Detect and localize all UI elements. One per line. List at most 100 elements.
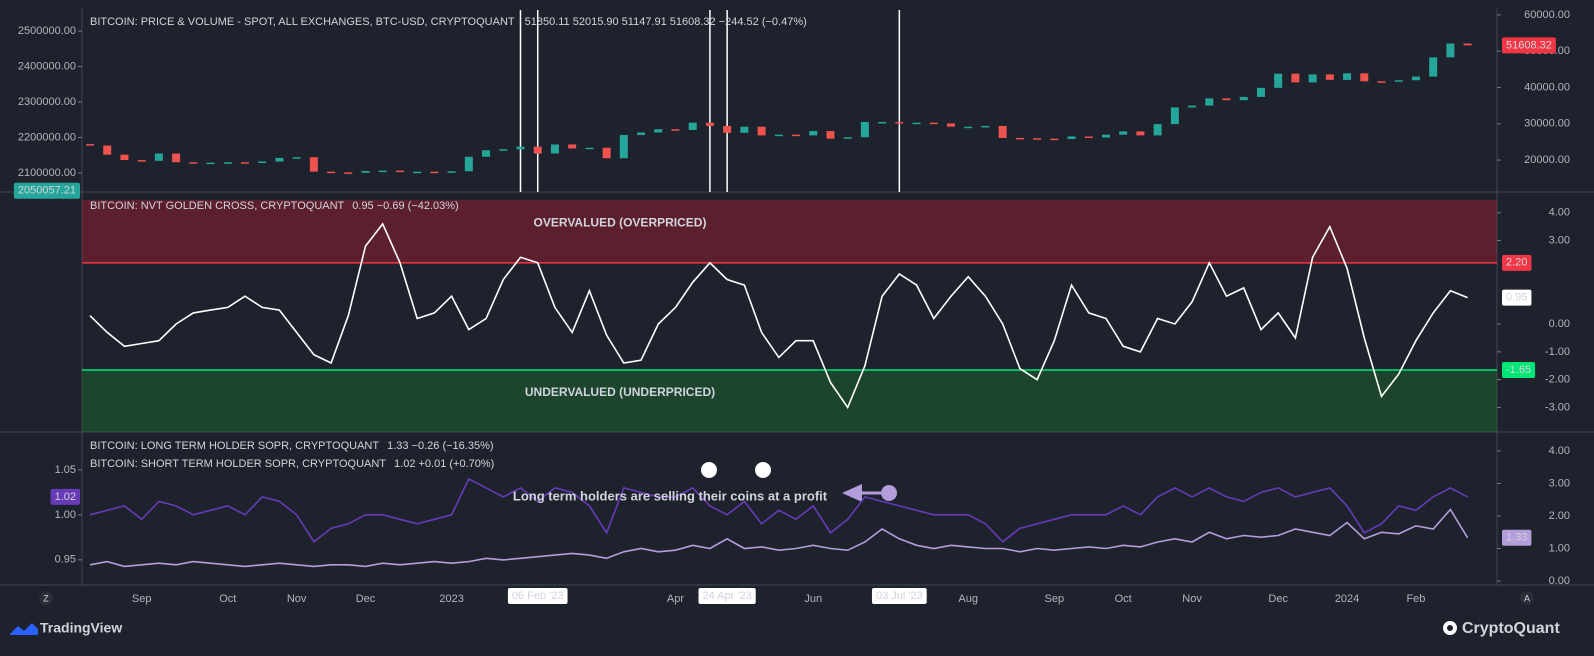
candle — [1015, 137, 1024, 140]
candle — [947, 123, 955, 127]
legend-values: 1.33 −0.26 (−16.35%) — [387, 440, 493, 452]
candle — [1222, 98, 1231, 101]
y-tick-label: 2300000.00 — [18, 96, 76, 108]
candle — [413, 171, 422, 174]
candle — [1463, 43, 1472, 46]
cryptoquant-logo — [1443, 621, 1457, 635]
candle — [981, 125, 990, 128]
y-tick-label: 0.00 — [1549, 318, 1570, 330]
candle — [998, 125, 1007, 138]
candle — [1343, 73, 1352, 80]
candle — [792, 134, 801, 137]
corner-label: Z — [43, 593, 49, 603]
y-tick-label: 3.00 — [1549, 234, 1570, 246]
candle — [723, 125, 732, 133]
candle — [568, 144, 577, 149]
candle — [912, 122, 921, 125]
candle — [929, 122, 938, 125]
y-tick-label: 2.00 — [1549, 510, 1570, 522]
candle — [809, 131, 818, 136]
candle — [1274, 73, 1283, 88]
event-label: 24 Apr '23 — [703, 590, 752, 602]
footer-left: TradingView — [40, 620, 122, 636]
candle — [395, 170, 404, 173]
candle — [637, 132, 646, 136]
y-tick-label: 60000.00 — [1524, 9, 1570, 21]
y-tick-label: -1.00 — [1545, 346, 1570, 358]
candle — [1325, 74, 1334, 80]
candle — [757, 126, 766, 136]
candle — [258, 161, 267, 164]
candle — [1256, 87, 1265, 97]
candle — [654, 129, 663, 133]
last-value-label: 1.02 — [55, 491, 76, 503]
last-value-label-box — [1502, 529, 1532, 546]
candle — [1188, 105, 1197, 108]
y-tick-label: -2.00 — [1545, 374, 1570, 386]
candle — [671, 129, 680, 131]
legend-values: 0.95 −0.69 (−42.03%) — [352, 200, 458, 212]
last-value-label-box — [50, 488, 80, 505]
y-tick-label: 2100000.00 — [18, 167, 76, 179]
y-tick-label: 3.00 — [1549, 477, 1570, 489]
candle — [172, 153, 181, 163]
candle — [1308, 74, 1317, 83]
candle — [292, 157, 301, 159]
candle — [1291, 73, 1300, 83]
last-value-label-box — [1502, 289, 1532, 306]
candle — [1170, 107, 1179, 125]
band — [82, 199, 1497, 263]
candle — [1377, 81, 1386, 83]
x-tick-label: Dec — [1268, 593, 1288, 605]
annotation-arrow-head — [842, 484, 862, 502]
candle — [1394, 80, 1403, 82]
left-current-label-box — [13, 182, 80, 199]
candle — [464, 156, 473, 172]
last-price-label-box — [1502, 37, 1556, 54]
y-tick-label: 1.00 — [1549, 542, 1570, 554]
footer-right: CryptoQuant — [1462, 620, 1560, 637]
annotation-dot — [755, 462, 771, 478]
candle — [533, 146, 542, 154]
candle — [774, 134, 783, 137]
candle — [1067, 136, 1076, 140]
event-label: 03 Jul '23 — [876, 590, 923, 602]
candle — [688, 122, 697, 130]
legend-entry: BITCOIN: LONG TERM HOLDER SOPR, CRYPTOQU… — [90, 440, 379, 452]
candle — [1239, 96, 1248, 101]
candle — [895, 121, 904, 124]
candle — [1101, 134, 1110, 138]
candle — [516, 146, 525, 150]
x-tick-label: 2024 — [1335, 593, 1359, 605]
candle — [1205, 98, 1214, 106]
annotation-dot — [881, 485, 897, 501]
event-label-box — [698, 588, 756, 604]
candle — [826, 131, 835, 139]
y-tick-label: 2500000.00 — [18, 25, 76, 37]
left-current-label: 2050057.21 — [18, 185, 76, 197]
candle — [550, 144, 559, 154]
band-label: OVERVALUED (OVERPRICED) — [534, 216, 707, 230]
candle — [344, 172, 353, 174]
candle — [1360, 73, 1369, 82]
event-label: 06 Feb '23 — [512, 590, 564, 602]
y-tick-label: 1.05 — [55, 464, 76, 476]
candle — [120, 154, 129, 161]
y-tick-label: 40000.00 — [1524, 81, 1570, 93]
series-line — [89, 508, 1469, 568]
candle — [189, 162, 198, 164]
band-label: UNDERVALUED (UNDERPRICED) — [525, 385, 715, 399]
candle — [154, 153, 163, 161]
candle — [619, 135, 628, 159]
x-tick-label: Apr — [667, 593, 684, 605]
y-tick-label: 4.00 — [1549, 445, 1570, 457]
candle — [137, 160, 146, 162]
y-tick-label: 2400000.00 — [18, 60, 76, 72]
annotation-dot — [701, 462, 717, 478]
legend-values: 1.02 +0.01 (+0.70%) — [394, 458, 494, 470]
candle — [1033, 138, 1042, 140]
y-tick-label: 0.95 — [55, 554, 76, 566]
candle — [964, 126, 973, 129]
